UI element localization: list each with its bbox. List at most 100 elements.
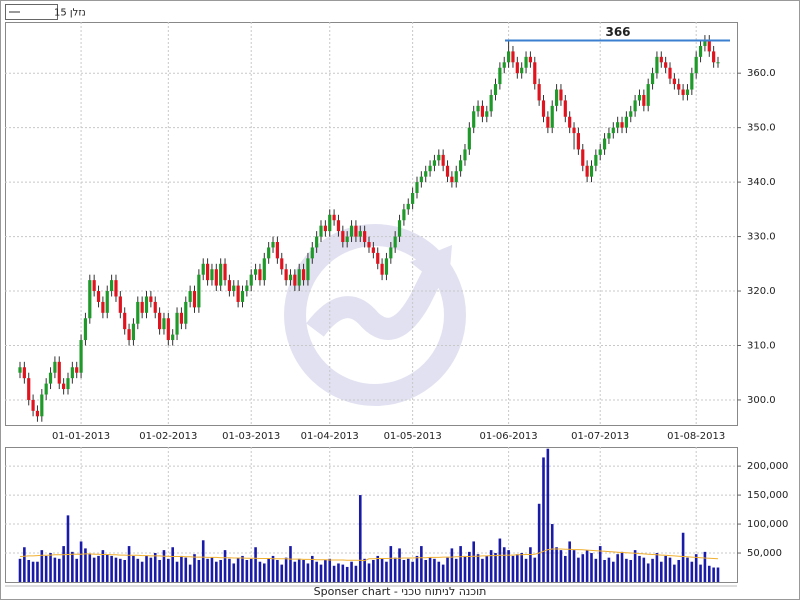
volume-bar [23,547,26,582]
volume-bar [114,557,118,582]
x-tick-label: 01-03-2013 [222,431,280,442]
candle-body [672,78,676,85]
candle-body [336,220,341,232]
candle-body [511,51,515,63]
candle-body [493,84,498,95]
volume-bar [646,563,650,582]
candle-body [136,301,140,324]
candle-body [101,301,105,313]
volume-bar [620,551,624,582]
volume-bar [367,563,371,582]
volume-bar [516,554,519,582]
candle-body [245,285,249,292]
volume-bar [376,555,380,582]
annotation-label: 366 [605,25,630,39]
candle-body [349,225,354,237]
y-tick-label: 330.0 [747,232,776,243]
volume-bar [446,557,449,582]
volume-bar [428,557,432,582]
candle-body [541,100,546,117]
volume-bar [245,559,249,582]
volume-bar [520,553,523,582]
volume-bar [140,561,144,582]
watermark-ring [284,224,466,406]
candle-body [602,138,607,150]
volume-bar [502,547,506,582]
volume-bar [612,561,615,582]
volume-bar [389,546,393,582]
candle-body [48,372,53,384]
candle-body [450,176,454,183]
volume-bar [280,564,284,582]
volume-bar [590,553,593,582]
candle-body [158,312,162,330]
volume-bar [18,558,22,582]
volume-bar [293,561,297,582]
candle-body [546,116,550,128]
volume-bar [441,564,445,582]
volume-bar [568,541,571,582]
candle-body [131,323,136,341]
candle-body [271,242,275,248]
volume-bar [284,557,288,582]
candle-body [611,127,615,134]
candle-body [380,263,384,275]
candle-body [123,312,127,330]
candle-body [441,154,445,166]
volume-bar [350,561,353,582]
volume-bar [127,546,131,582]
candle-body [35,410,40,417]
candle-body [472,111,476,128]
volume-bar [638,555,641,582]
moving-average [19,548,719,562]
candle-body [149,296,153,302]
candle-body [88,280,92,319]
y-tick-label: 340.0 [747,177,776,188]
candle-body [201,263,205,275]
candle-body [502,62,506,68]
candle-body [354,225,358,237]
volume-bar [358,495,362,582]
volume-bar [319,564,323,582]
volume-bar [276,559,279,582]
volume-bar [175,561,179,582]
legend-box [5,4,58,20]
volume-bar [598,546,602,582]
candle-body [646,84,650,106]
candle-body [432,160,437,166]
candle-body [323,225,327,232]
volume-bar [57,558,61,582]
volume-bar [337,563,340,582]
volume-bar [659,561,663,582]
candle-body [428,165,432,172]
candle-body [223,263,227,281]
candle-body [341,231,345,243]
candle-body [358,231,362,237]
candle-body [310,247,314,259]
volume-bar [393,557,397,582]
volume-bar [315,561,318,582]
volume-bar [607,557,611,582]
candle-body [620,122,624,128]
candle-body [227,280,231,292]
candle-body [127,329,131,341]
volume-bar [310,555,314,582]
candle-body [607,133,611,139]
candle-body [463,149,467,161]
candle-body [258,269,262,281]
volume-bar [341,564,345,582]
volume-bar [485,555,489,582]
candle-body [507,51,511,63]
candle-body [96,291,101,302]
candle-body [371,247,375,253]
candle-body [284,269,288,281]
candle-body [22,367,26,379]
price-panel [5,22,738,426]
volume-bar [92,557,96,582]
volume-bar [681,532,685,582]
volume-bar [716,567,720,582]
volume-bar [459,546,462,582]
candle-body [171,334,175,341]
candle-body [75,367,79,373]
